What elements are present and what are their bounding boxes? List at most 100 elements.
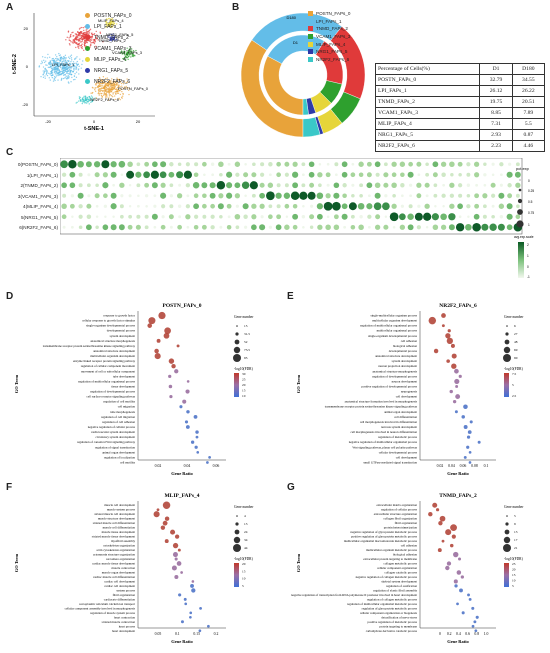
go-legend-colorbar (234, 373, 239, 397)
tsne-point (116, 89, 118, 91)
dotplot-dot (466, 193, 471, 198)
go-legend-size-label: 48 (514, 340, 518, 344)
tsne-point (116, 90, 118, 92)
dotplot-dot (127, 224, 133, 230)
tsne-point (65, 76, 67, 78)
tsne-point (127, 89, 130, 92)
dotplot-dot (359, 183, 364, 188)
legend-swatch (308, 26, 313, 32)
dotplot-dot (333, 224, 340, 231)
tsne-cluster-label: VCAM1_FAPs_3 (112, 50, 143, 55)
tsne-point (112, 92, 114, 94)
tsne-point (70, 69, 73, 72)
tsne-point (84, 95, 87, 98)
tsne-point (78, 65, 80, 68)
tsne-point (123, 54, 126, 56)
tsne-point (54, 66, 56, 69)
go-bubble (191, 580, 195, 583)
tsne-point (77, 69, 79, 71)
go-bubble (179, 405, 183, 409)
go-bubble (469, 420, 473, 424)
tsne-point (105, 18, 108, 20)
tsne-xtick: 0 (93, 119, 96, 124)
dotplot-dot (457, 161, 463, 167)
go-bubble (189, 611, 193, 615)
tsne-point (53, 78, 55, 81)
go-legend-size (236, 515, 238, 517)
dotplot-dot (110, 203, 117, 210)
tsne-point (121, 95, 124, 97)
dotplot-dot (455, 223, 465, 232)
tsne-point (95, 47, 97, 50)
go-term-label: neurogenesis (401, 390, 418, 394)
dotplot (60, 158, 523, 235)
go-term-label: regulation of multicellular organismal p… (78, 379, 136, 383)
dotplot-dot (226, 224, 232, 230)
dotplot-dot (400, 183, 405, 188)
go-bubble (162, 520, 168, 526)
tsne-point (97, 92, 100, 94)
dotplot-dot (474, 172, 480, 178)
go-term-label: single-organism developmental process (86, 324, 136, 328)
tsne-point (58, 64, 61, 66)
tsne-point (64, 63, 67, 66)
go-xtick: 1.0 (484, 632, 489, 636)
tsne-point (103, 93, 106, 95)
tsne-point (63, 64, 66, 67)
tsne-point (78, 42, 81, 45)
tsne-point (46, 72, 48, 74)
tsne-point (51, 68, 54, 71)
tsne-point (68, 68, 71, 71)
go-term-label: small GTPase mediated signal transductio… (363, 460, 417, 464)
dotplot-dot (482, 214, 487, 219)
tsne-point (77, 38, 80, 41)
go-legend-size-label: 44 (244, 546, 248, 550)
go-legend-size (233, 536, 241, 544)
dotplot-dot (326, 215, 330, 219)
tsne-point (99, 81, 101, 84)
tsne-point (99, 92, 101, 95)
dotplot-dot (342, 193, 347, 199)
tsne-point (111, 20, 113, 22)
tsne-point (108, 97, 110, 99)
legend-label: NRG1_FAPs_5 (316, 49, 348, 55)
dotplot-dot (384, 194, 388, 198)
dotplot-dot (95, 225, 99, 230)
dotplot-dot (506, 213, 513, 220)
go-bubble (449, 389, 453, 394)
tsne-point (88, 96, 90, 98)
tsne-point (74, 67, 76, 69)
tsne-point (113, 36, 116, 38)
tsne-point (64, 70, 66, 72)
go-bubble (171, 364, 176, 369)
dotplot-dot (95, 204, 99, 208)
go-ylabel: GO Term (14, 375, 19, 394)
legend-label: NR2F2_FAPs_6 (94, 78, 131, 85)
tsne-point (108, 88, 111, 91)
tsne-point (56, 58, 58, 60)
tsne-point (62, 74, 65, 76)
go-term-label: negative regulation of transcription fro… (291, 593, 417, 597)
tsne-point (114, 98, 117, 101)
tsne-plot: 20 0 -20 -20 0 20 t-SNE-1 t-SNE-2 MLIP_F… (12, 13, 155, 132)
tsne-point (58, 52, 60, 55)
go-term-label: fibril organization (395, 521, 418, 525)
tsne-point (83, 33, 85, 36)
tsne-point (126, 47, 128, 49)
dotplot-dot (169, 183, 174, 188)
go-term-label: regulation of canonical Wnt signaling pa… (77, 440, 135, 444)
go-bubble (473, 620, 477, 624)
go-bubble (467, 430, 472, 434)
go-xtick: 0.4 (456, 632, 461, 636)
go-bubble (172, 542, 179, 549)
dotplot-row-label: 4(MLIP_FAPs_4) (23, 204, 58, 209)
go-term-label: regulation of signal transduction (95, 445, 136, 449)
tsne-point (54, 65, 56, 67)
tsne-point (104, 83, 107, 85)
legend-swatch (308, 18, 313, 24)
tsne-point (75, 62, 77, 64)
dotplot-dot (432, 224, 439, 231)
tsne-point (74, 65, 76, 67)
tsne-point (71, 76, 73, 79)
dotplot-dot (110, 192, 117, 199)
